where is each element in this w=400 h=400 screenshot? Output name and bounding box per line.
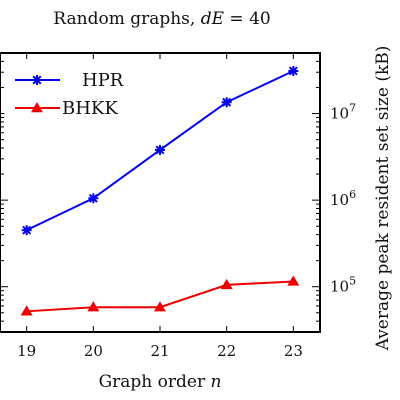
chart-title-text: Random graphs,: [53, 9, 200, 29]
chart-title-suffix: = 40: [224, 9, 271, 29]
data-point-bhkk: [154, 301, 166, 312]
series-layer: [20, 65, 300, 316]
data-point-hpr: [288, 65, 299, 76]
x-tick-label: 23: [284, 342, 303, 360]
legend-marker-bhkk: [31, 102, 43, 113]
legend-box: [4, 59, 156, 131]
data-point-bhkk: [87, 301, 100, 312]
y-tick-labels: 105 106 107: [330, 102, 356, 296]
y-tick-label: 105: [330, 275, 356, 296]
x-axis-label-math: n: [210, 372, 221, 392]
y-tick-label: 106: [330, 188, 356, 209]
x-axis-label-text: Graph order: [99, 372, 211, 392]
data-point-bhkk: [220, 278, 233, 290]
plot-frame: [0, 52, 321, 333]
chart-title: Random graphs, dE = 40: [53, 9, 270, 29]
legend-label-bhkk: BHKK: [62, 98, 118, 119]
data-point-bhkk: [287, 275, 300, 286]
y-tick-label: 107: [330, 102, 356, 123]
y-axis-label: Average peak resident set size (kB): [373, 46, 393, 352]
x-tick-label: 19: [17, 342, 36, 360]
legend: HPR BHKK: [4, 59, 156, 131]
x-tick-label: 21: [150, 342, 169, 360]
data-point-hpr: [221, 97, 232, 108]
data-point-hpr: [155, 144, 165, 155]
legend-marker-hpr: [32, 75, 42, 85]
x-tick-label: 22: [217, 342, 236, 360]
x-tick-label: 20: [84, 342, 103, 360]
chart-title-math: dE: [201, 9, 225, 29]
legend-label-hpr: HPR: [82, 70, 124, 91]
x-axis-label: Graph order n: [99, 372, 222, 392]
x-tick-labels: 19 20 21 22 23: [17, 342, 303, 360]
data-point-hpr: [88, 193, 99, 204]
data-point-hpr: [21, 225, 32, 236]
data-point-bhkk: [20, 305, 33, 316]
